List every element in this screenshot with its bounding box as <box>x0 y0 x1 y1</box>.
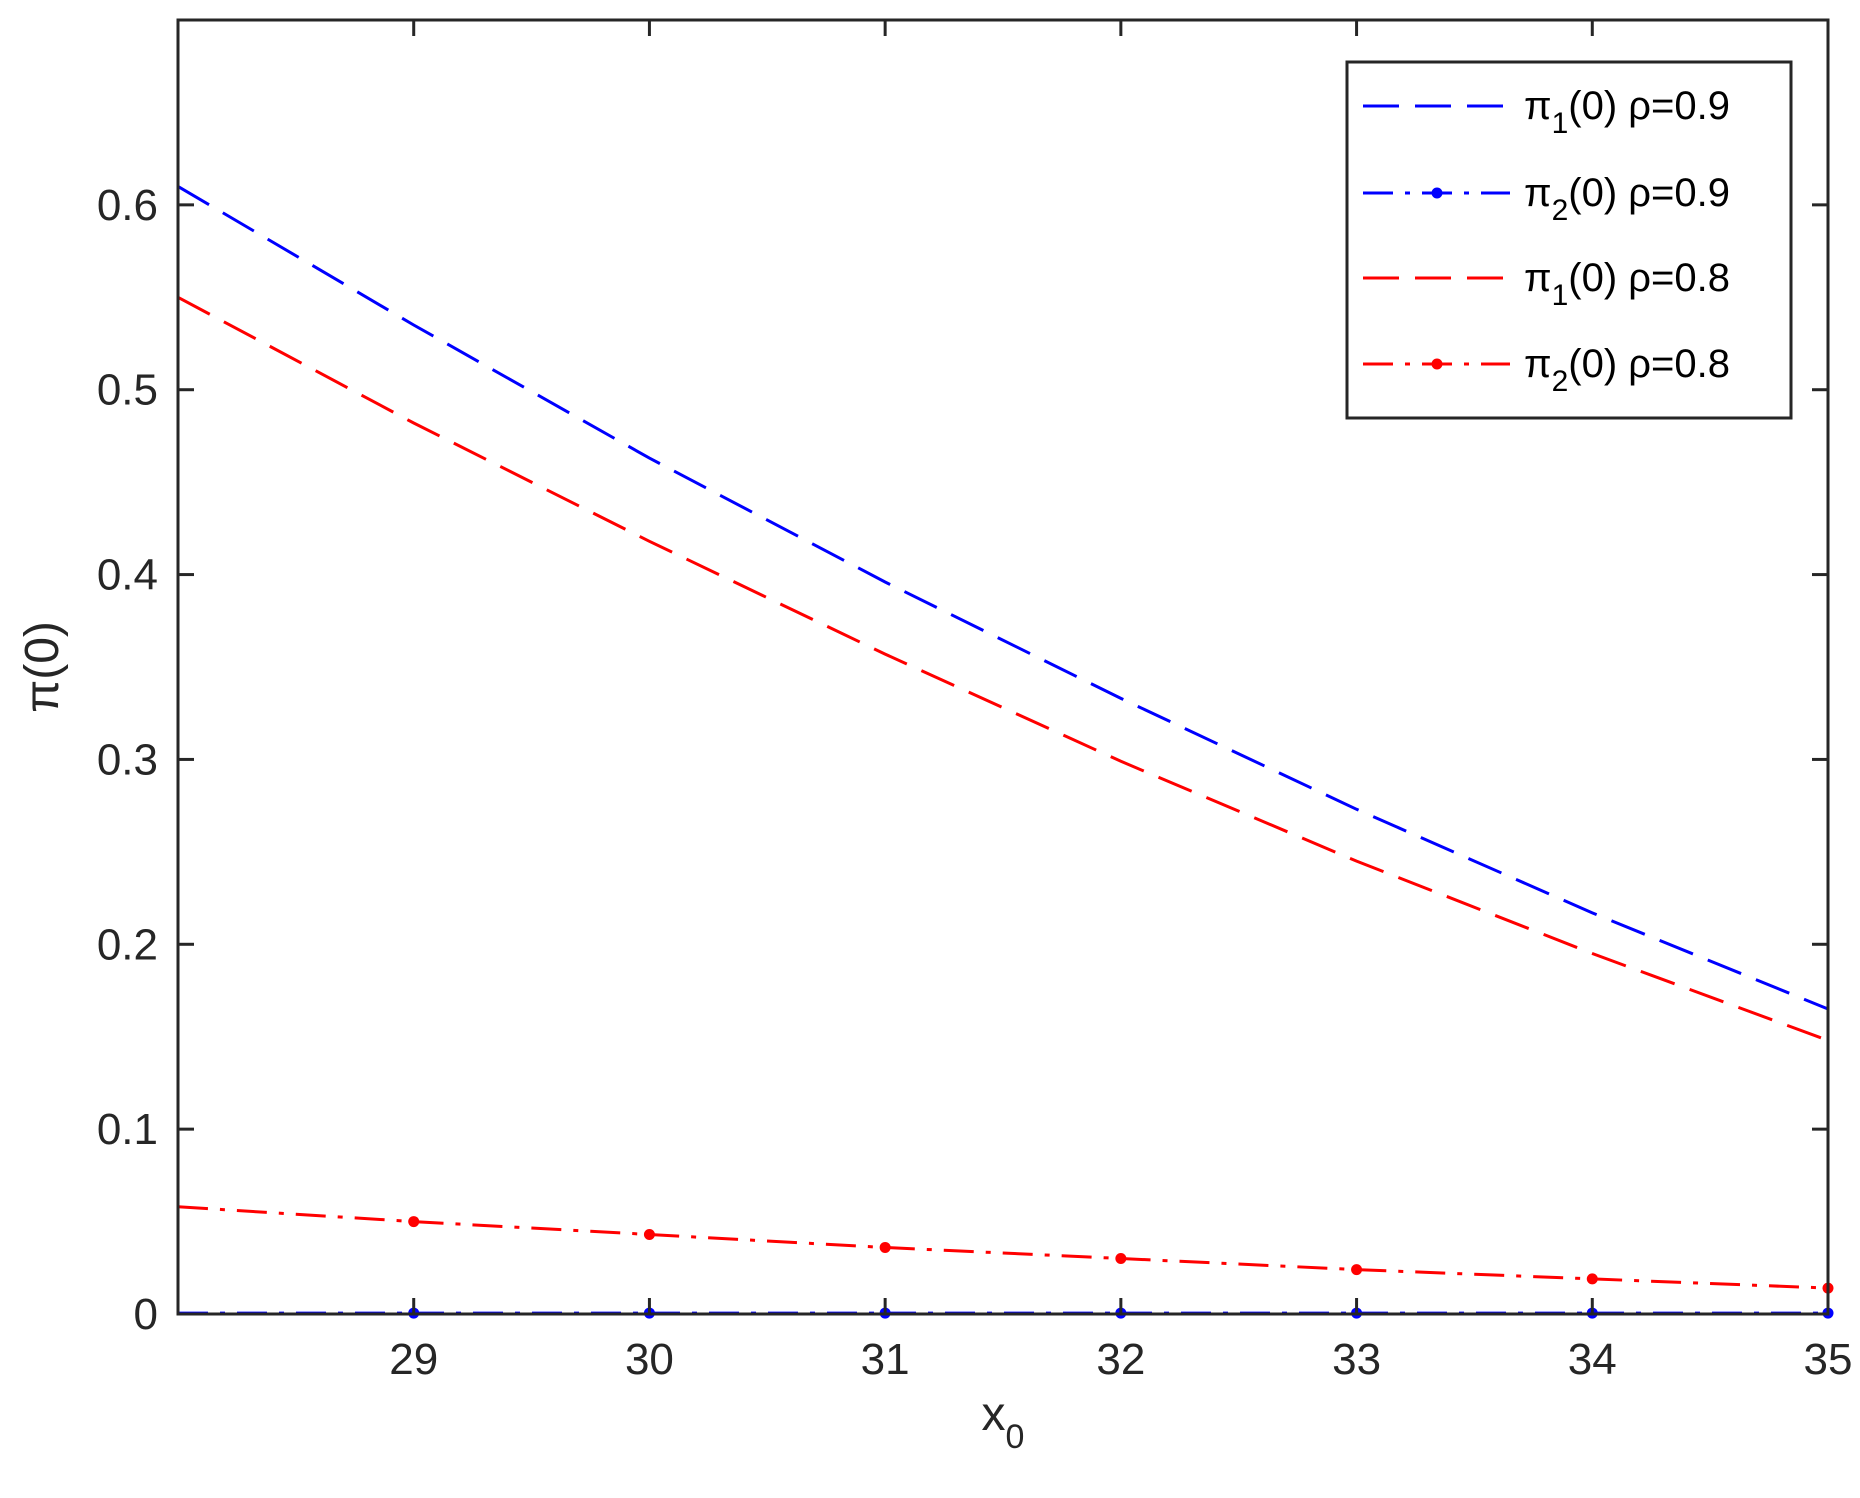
series-4-point <box>879 1241 891 1253</box>
series-4-point <box>643 1229 655 1241</box>
x-tick-label: 32 <box>1096 1335 1145 1384</box>
y-tick-label: 0.3 <box>97 735 158 784</box>
x-tick-label: 34 <box>1568 1335 1617 1384</box>
y-tick-label: 0.2 <box>97 920 158 969</box>
legend-label-3: π1(0) ρ=0.8 <box>1524 256 1730 312</box>
series-4-point <box>1351 1264 1363 1276</box>
x-axis-label-subscript: 0 <box>1006 1418 1025 1456</box>
series-line-3 <box>177 295 1829 1042</box>
series-line-4 <box>177 1205 1829 1290</box>
x-axis-label: x0 <box>982 1388 1025 1456</box>
series-4-point <box>1586 1273 1598 1285</box>
y-tick-label: 0.1 <box>97 1105 158 1154</box>
legend-box <box>1345 60 1793 420</box>
x-tick-label: 35 <box>1804 1335 1853 1384</box>
y-axis-label: π(0) <box>16 621 69 713</box>
y-tick-label: 0.6 <box>97 181 158 230</box>
legend: π1(0) ρ=0.9 π2(0) ρ=0.9 π1(0) ρ=0.8 π2(0) ρ… <box>1345 60 1793 420</box>
legend-label-1: π1(0) ρ=0.9 <box>1524 84 1730 140</box>
legend-swatch-marker-4 <box>1431 358 1443 370</box>
series-line-1 <box>177 185 1829 1011</box>
legend-swatch-marker-2 <box>1431 187 1443 199</box>
x-tick-label: 30 <box>625 1335 674 1384</box>
y-tick-label: 0.4 <box>97 551 158 600</box>
y-tick-label: 0 <box>134 1290 158 1339</box>
legend-label-4: π2(0) ρ=0.8 <box>1524 342 1730 398</box>
ticks-layer: 29 30 31 32 33 34 35 0 0.1 0.2 0.3 0.4 0.5 0.6 <box>97 20 1853 1384</box>
x-tick-label: 29 <box>389 1335 438 1384</box>
x-tick-label: 31 <box>861 1335 910 1384</box>
x-tick-label: 33 <box>1332 1335 1381 1384</box>
legend-label-2: π2(0) ρ=0.9 <box>1524 171 1730 227</box>
series-4-point <box>1115 1253 1127 1265</box>
y-tick-label: 0.5 <box>97 366 158 415</box>
plot-frame <box>176 18 1830 1316</box>
series-4-point <box>408 1216 420 1228</box>
